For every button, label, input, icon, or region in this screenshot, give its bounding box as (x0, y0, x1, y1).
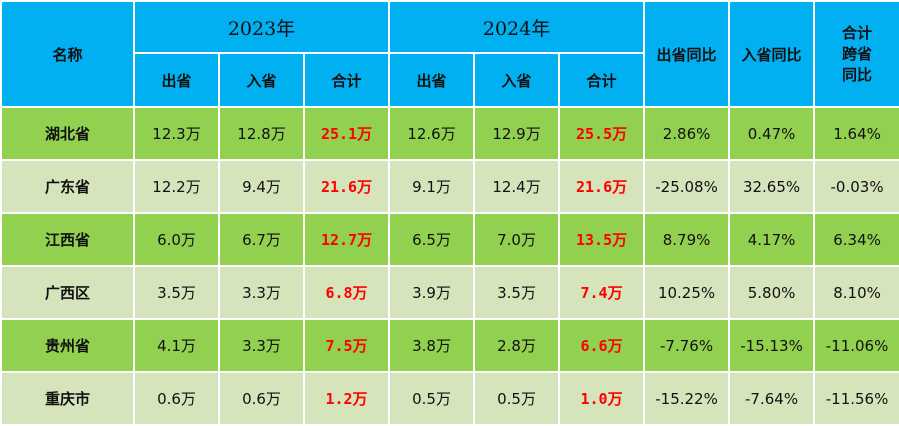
out-2023-cell: 3.5万 (133, 265, 220, 320)
out-2024-cell: 3.9万 (388, 265, 476, 320)
out-2023-cell: 4.1万 (133, 318, 220, 373)
in-2024-cell: 3.5万 (473, 265, 561, 320)
table-row: 重庆市 0.6万 0.6万 1.2万 0.5万 0.5万 1.0万 -15.22… (0, 371, 899, 426)
header-2023-total: 合计 (302, 52, 391, 108)
header-out-yoy: 出省同比 (643, 0, 731, 108)
out-yoy-cell: -25.08% (643, 159, 731, 214)
in-2024-cell: 12.4万 (473, 159, 561, 214)
total-2023-cell: 21.6万 (302, 159, 391, 214)
table-row: 江西省 6.0万 6.7万 12.7万 6.5万 7.0万 13.5万 8.79… (0, 212, 899, 267)
out-yoy-cell: 2.86% (643, 106, 731, 161)
total-2024-cell: 21.6万 (558, 159, 646, 214)
total-yoy-cell: -11.56% (813, 371, 899, 426)
province-cell: 重庆市 (0, 371, 135, 426)
in-2023-cell: 3.3万 (218, 318, 305, 373)
out-2024-cell: 6.5万 (388, 212, 476, 267)
province-cell: 湖北省 (0, 106, 135, 161)
out-yoy-cell: 10.25% (643, 265, 731, 320)
total-2023-cell: 6.8万 (302, 265, 391, 320)
header-year-2024: 2024年 (388, 0, 646, 54)
header-in-yoy: 入省同比 (728, 0, 816, 108)
header-total-yoy: 合计 跨省 同比 (813, 0, 899, 108)
out-2024-cell: 3.8万 (388, 318, 476, 373)
header-2024-total: 合计 (558, 52, 646, 108)
in-yoy-cell: 0.47% (728, 106, 816, 161)
province-cell: 广东省 (0, 159, 135, 214)
in-yoy-cell: 5.80% (728, 265, 816, 320)
total-2024-cell: 1.0万 (558, 371, 646, 426)
header-2023-out: 出省 (133, 52, 220, 108)
out-yoy-cell: -7.76% (643, 318, 731, 373)
out-yoy-cell: 8.79% (643, 212, 731, 267)
total-2023-cell: 25.1万 (302, 106, 391, 161)
in-2024-cell: 12.9万 (473, 106, 561, 161)
total-2023-cell: 1.2万 (302, 371, 391, 426)
province-cell: 贵州省 (0, 318, 135, 373)
header-name: 名称 (0, 0, 135, 108)
table-row: 广东省 12.2万 9.4万 21.6万 9.1万 12.4万 21.6万 -2… (0, 159, 899, 214)
total-2024-cell: 7.4万 (558, 265, 646, 320)
in-2024-cell: 0.5万 (473, 371, 561, 426)
total-2023-cell: 12.7万 (302, 212, 391, 267)
province-cell: 广西区 (0, 265, 135, 320)
out-2024-cell: 0.5万 (388, 371, 476, 426)
header-total-yoy-line1: 合计 (842, 23, 873, 42)
total-yoy-cell: 8.10% (813, 265, 899, 320)
table-row: 广西区 3.5万 3.3万 6.8万 3.9万 3.5万 7.4万 10.25%… (0, 265, 899, 320)
in-2023-cell: 12.8万 (218, 106, 305, 161)
in-yoy-cell: 32.65% (728, 159, 816, 214)
total-2024-cell: 6.6万 (558, 318, 646, 373)
header-year-2023: 2023年 (132, 0, 391, 54)
header-2023-in: 入省 (218, 52, 305, 108)
out-yoy-cell: -15.22% (643, 371, 731, 426)
out-2023-cell: 12.3万 (133, 106, 220, 161)
header-total-yoy-line3: 同比 (842, 65, 873, 84)
out-2024-cell: 9.1万 (388, 159, 476, 214)
in-2023-cell: 3.3万 (218, 265, 305, 320)
out-2023-cell: 6.0万 (133, 212, 220, 267)
total-yoy-cell: -11.06% (813, 318, 899, 373)
out-2024-cell: 12.6万 (388, 106, 476, 161)
out-2023-cell: 12.2万 (133, 159, 220, 214)
in-2023-cell: 6.7万 (218, 212, 305, 267)
header-2024-in: 入省 (473, 52, 561, 108)
in-yoy-cell: 4.17% (728, 212, 816, 267)
in-2023-cell: 0.6万 (218, 371, 305, 426)
in-2023-cell: 9.4万 (218, 159, 305, 214)
in-yoy-cell: -15.13% (728, 318, 816, 373)
table-row: 贵州省 4.1万 3.3万 7.5万 3.8万 2.8万 6.6万 -7.76%… (0, 318, 899, 373)
in-yoy-cell: -7.64% (728, 371, 816, 426)
in-2024-cell: 2.8万 (473, 318, 561, 373)
total-yoy-cell: 6.34% (813, 212, 899, 267)
header-2024-out: 出省 (388, 52, 476, 108)
province-cell: 江西省 (0, 212, 135, 267)
in-2024-cell: 7.0万 (473, 212, 561, 267)
total-2024-cell: 25.5万 (558, 106, 646, 161)
table-row: 湖北省 12.3万 12.8万 25.1万 12.6万 12.9万 25.5万 … (0, 106, 899, 161)
total-yoy-cell: -0.03% (813, 159, 899, 214)
header-total-yoy-line2: 跨省 (842, 44, 873, 63)
total-2023-cell: 7.5万 (302, 318, 391, 373)
out-2023-cell: 0.6万 (133, 371, 220, 426)
total-2024-cell: 13.5万 (558, 212, 646, 267)
total-yoy-cell: 1.64% (813, 106, 899, 161)
